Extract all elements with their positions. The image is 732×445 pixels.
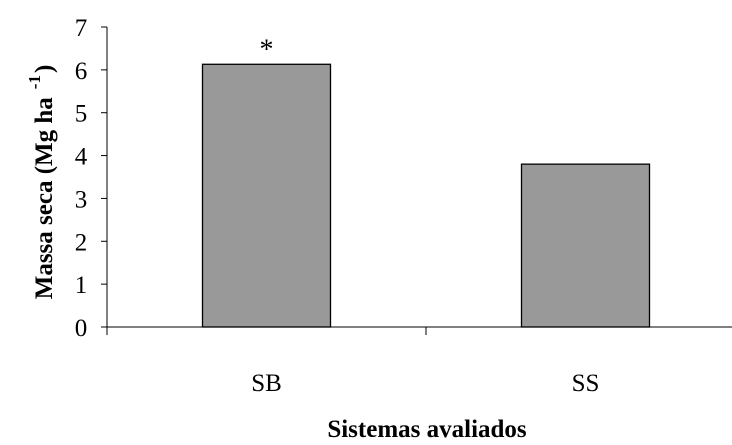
y-tick-label: 5 xyxy=(75,101,88,128)
y-tick-label: 7 xyxy=(75,15,88,42)
y-tick-label: 2 xyxy=(75,229,88,256)
y-tick-label: 6 xyxy=(75,58,88,85)
y-tick-label: 1 xyxy=(75,272,88,299)
y-axis-title: Massa seca (Mg ha -1) xyxy=(25,65,58,300)
bars: SB * SS xyxy=(201,34,651,397)
bar-sb xyxy=(201,63,332,328)
x-axis xyxy=(106,326,732,335)
y-axis: 0 1 2 3 4 5 6 7 xyxy=(75,15,108,342)
y-tick-label: 0 xyxy=(75,315,88,342)
y-axis-title-superscript: -1 xyxy=(25,75,44,89)
x-axis-title: Sistemas avaliados xyxy=(327,416,527,443)
y-axis-title-main: Massa seca (Mg ha xyxy=(31,97,58,300)
y-axis-title-group: Massa seca (Mg ha -1) xyxy=(25,65,58,300)
y-tick-label: 4 xyxy=(75,144,88,171)
bar-ss xyxy=(520,163,651,328)
significance-marker: * xyxy=(260,34,274,65)
x-category-label: SS xyxy=(572,370,600,397)
y-axis-title-close: ) xyxy=(31,65,58,73)
y-tick-label: 3 xyxy=(75,186,88,213)
x-category-label: SB xyxy=(251,370,282,397)
